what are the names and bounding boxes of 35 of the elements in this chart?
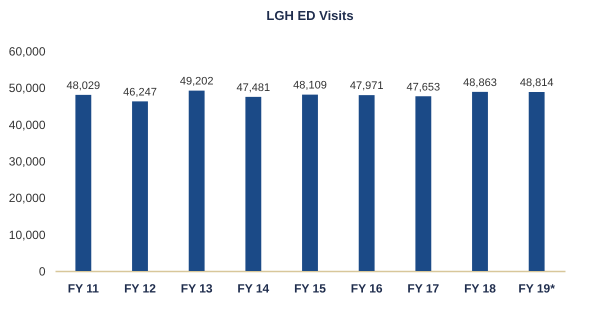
data-label: 46,247 [123, 86, 157, 98]
y-tick-label: 60,000 [8, 44, 46, 58]
x-tick-label: FY 14 [237, 282, 270, 296]
bar [188, 90, 205, 271]
x-tick-label: FY 15 [294, 282, 326, 296]
x-tick-label: FY 11 [68, 282, 100, 296]
data-label: 47,971 [350, 80, 384, 92]
bar [472, 92, 488, 271]
x-tick-label: FY 16 [350, 282, 383, 296]
x-tick-label: FY 18 [464, 282, 496, 296]
bar [245, 96, 262, 271]
y-tick-label: 30,000 [8, 154, 46, 168]
x-tick-label: FY 17 [407, 282, 440, 296]
bar [358, 95, 375, 271]
bar [75, 94, 92, 271]
bar [302, 94, 318, 271]
data-label: 47,653 [406, 81, 440, 94]
data-label: 49,202 [180, 76, 214, 88]
y-tick-label: 20,000 [8, 191, 46, 206]
data-label: 48,814 [520, 77, 554, 90]
bar [528, 92, 545, 271]
x-tick-label: FY 13 [180, 282, 213, 296]
data-label: 48,863 [463, 76, 497, 89]
data-label: 48,109 [293, 80, 327, 92]
bar [415, 96, 432, 271]
y-tick-label: 10,000 [8, 228, 46, 242]
chart-title: LGH ED Visits [266, 8, 354, 23]
y-tick-label: 50,000 [8, 81, 46, 96]
x-tick-label: FY 12 [124, 282, 156, 296]
bar [132, 101, 148, 271]
data-label: 47,481 [236, 82, 270, 94]
y-tick-label: 0 [38, 264, 46, 278]
x-tick-label: FY 19* [518, 282, 556, 296]
y-tick-label: 40,000 [8, 118, 46, 132]
data-label: 48,029 [66, 80, 100, 92]
